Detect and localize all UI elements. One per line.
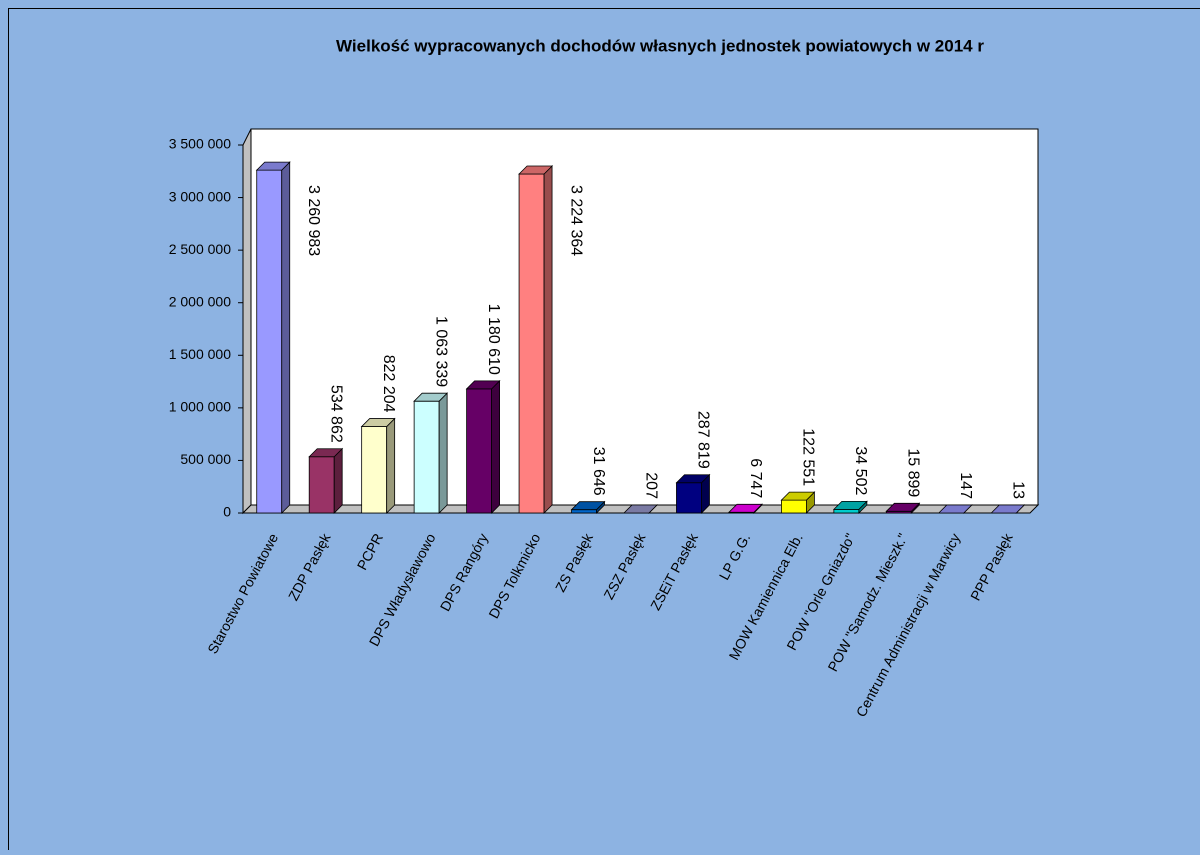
bar-side: [334, 449, 342, 513]
value-label: 534 862: [327, 385, 344, 443]
bar-side: [282, 162, 290, 513]
value-label: 287 819: [695, 411, 712, 469]
bar-front: [781, 500, 806, 513]
value-label: 15 899: [905, 448, 922, 497]
bar-front: [362, 427, 387, 513]
bar-front: [257, 170, 282, 513]
bar-front: [467, 389, 492, 513]
bar-front: [309, 457, 334, 513]
value-label: 147: [957, 472, 974, 499]
value-label: 3 224 364: [567, 185, 584, 256]
y-tick-label: 3 000 000: [169, 188, 231, 204]
value-label: 122 551: [800, 428, 817, 486]
bar-front: [834, 509, 859, 513]
y-tick-label: 2 500 000: [169, 241, 231, 257]
y-tick-label: 2 000 000: [169, 293, 231, 309]
value-label: 1 063 339: [432, 316, 449, 387]
value-label: 207: [642, 472, 659, 499]
bar-side: [439, 393, 447, 513]
value-label: 34 502: [852, 446, 869, 495]
chart-title: Wielkość wypracowanych dochodów własnych…: [336, 36, 984, 55]
bar-side: [387, 419, 395, 513]
value-label: 31 646: [590, 447, 607, 496]
value-label: 6 747: [747, 458, 764, 498]
bar-side: [544, 166, 552, 513]
value-label: 3 260 983: [305, 185, 322, 256]
y-tick-label: 1 000 000: [169, 399, 231, 415]
value-label: 1 180 610: [485, 304, 502, 375]
y-tick-label: 3 500 000: [169, 136, 231, 152]
bar-front: [519, 174, 544, 513]
y-tick-label: 500 000: [180, 451, 231, 467]
bar-front: [414, 401, 439, 513]
bar-front: [676, 483, 701, 513]
y-tick-label: 1 500 000: [169, 346, 231, 362]
y-tick-label: 0: [223, 504, 231, 520]
bar-side: [492, 381, 500, 513]
value-label: 13: [1010, 481, 1027, 499]
bar-front: [572, 510, 597, 513]
value-label: 822 204: [380, 355, 397, 413]
side-wall: [243, 129, 251, 513]
